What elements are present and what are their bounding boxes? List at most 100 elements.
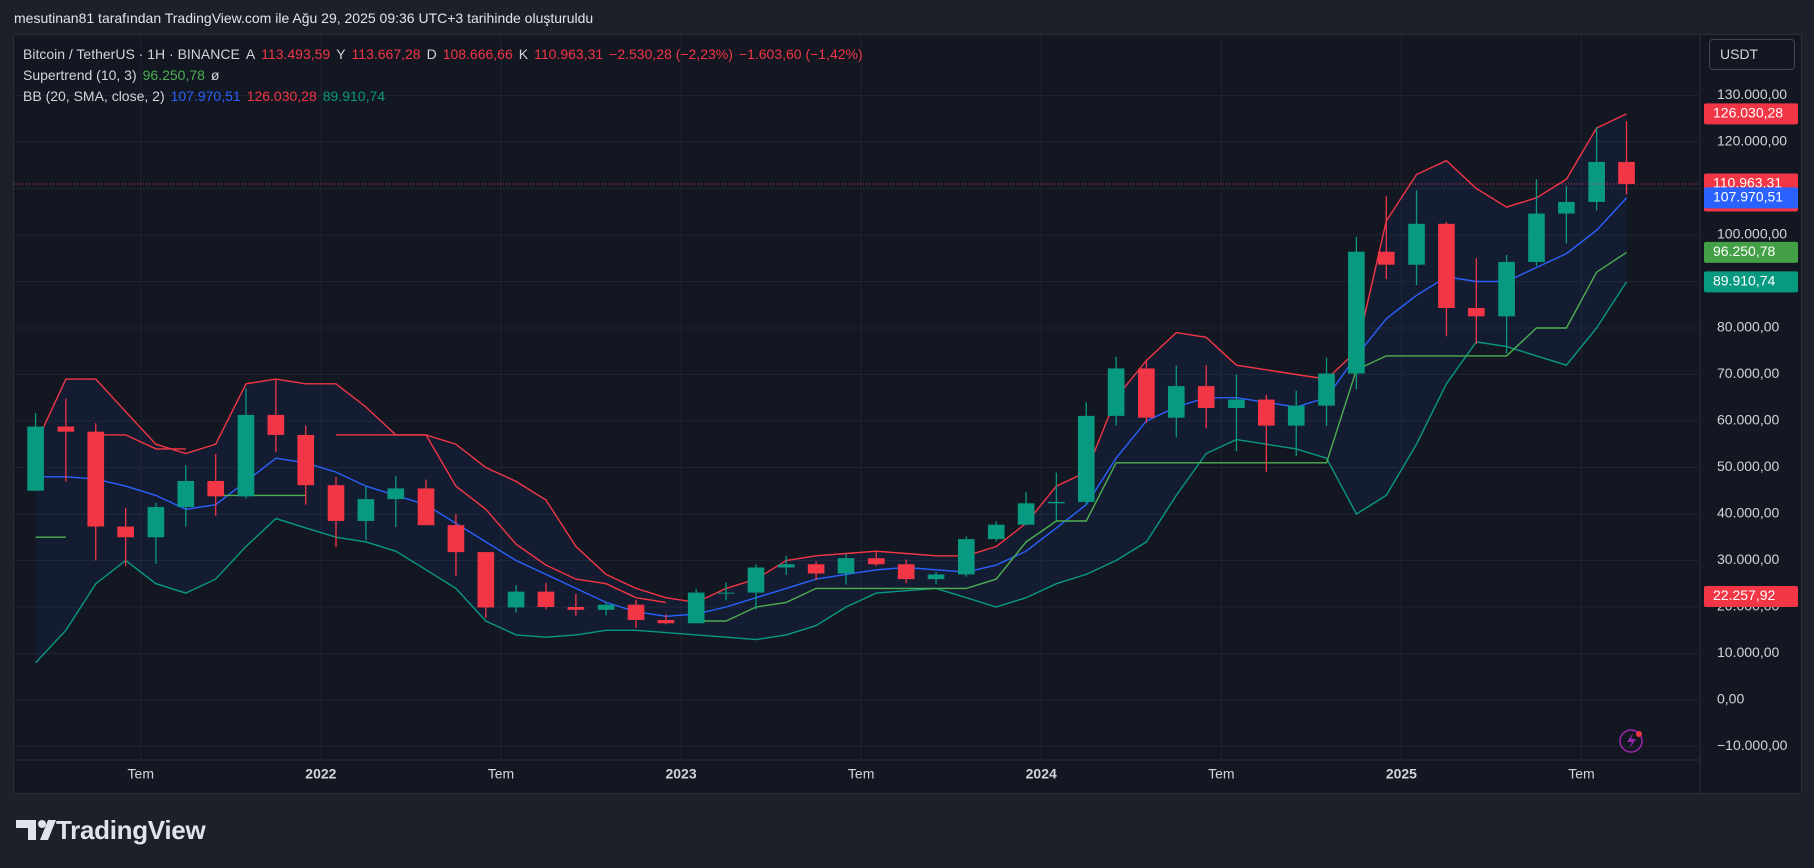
price-label: 107.970,51 [1713,189,1783,205]
candle-body [927,574,945,580]
y-tick-label: 130.000,00 [1717,86,1787,102]
bb-upper: 126.030,28 [246,88,317,104]
candle-body [1287,405,1305,426]
axes: 130.000,00120.000,00110.000,00100.000,00… [128,86,1798,782]
price-label-bg [1704,586,1798,608]
candle-body [477,552,495,608]
candle-body [507,591,525,608]
y-tick-label: 60.000,00 [1717,412,1779,428]
bb-middle: 107.970,51 [170,88,241,104]
candle-body [1528,213,1545,262]
y-tick-label: 70.000,00 [1717,365,1779,381]
candle-body [147,507,165,538]
candle-body [207,480,225,497]
candle-body [387,488,405,500]
x-tick-label: Tem [488,766,514,782]
candle-body [1558,201,1575,214]
candle-body [447,525,465,553]
candle-body [987,524,1005,540]
legend-row: Supertrend (10, 3) 96.250,78 ø [23,65,869,86]
legend: Bitcoin / TetherUS · 1H · BINANCE A 113.49… [23,44,869,107]
candle-body [537,591,555,608]
candle-body [867,558,885,565]
candle-body [1468,307,1485,317]
ohlc-value: 113.493,59 [261,46,331,62]
y-tick-label: 40.000,00 [1717,505,1779,521]
supertrend-label: Supertrend (10, 3) [23,67,137,83]
legend-row: BB (20, SMA, close, 2) 107.970,51 126.030,… [23,86,869,107]
x-tick-label: 2023 [665,766,696,782]
y-tick-label: 80.000,00 [1717,319,1779,335]
plot-area [14,35,1700,760]
candle-body [1017,503,1035,525]
candle-body [747,567,765,593]
y-tick-label: 100.000,00 [1717,226,1787,242]
candle-body [777,564,795,568]
candle-body [1048,501,1065,504]
ohlc-key: Y [336,46,346,62]
alert-dot [1636,731,1642,737]
alert-icon[interactable] [1619,729,1643,753]
x-tick-label: Tem [128,766,154,782]
brand-logo [16,820,56,840]
candle-body [1107,368,1125,416]
candle-body [807,564,825,574]
change-extended: −1.603,60 (−1,42%) [738,46,863,62]
candle-body [1228,399,1245,408]
candle-body [1318,373,1335,406]
currency-button[interactable]: USDT [1709,39,1795,70]
candle-body [897,564,915,580]
price-label-bg [1704,187,1798,209]
candle-body [87,431,105,527]
candle-body [1618,161,1635,184]
candle-body [1077,415,1095,502]
ohlc-value: 113.667,28 [351,46,421,62]
price-label: 89.910,74 [1713,273,1775,289]
candle-body [1408,223,1425,265]
legend-row: Bitcoin / TetherUS · 1H · BINANCE A 113.49… [23,44,869,65]
candle-body [267,414,285,435]
supertrend-down-line [95,434,667,604]
y-tick-label: 0,00 [1717,691,1744,707]
candle-body [1348,251,1365,374]
brand-logo-dot [38,820,46,828]
candle-body [1167,386,1185,418]
candle-body [357,499,375,521]
candle-body [1197,386,1215,408]
price-label: 126.030,28 [1713,105,1783,121]
price-label-bg [1704,241,1798,263]
candle-body [297,434,315,486]
candle-body [1138,368,1155,418]
ohlc-key: A [245,46,256,62]
candle-body [957,539,975,575]
price-label: 110.963,31 [1713,175,1782,191]
bb-lower-line [35,281,1628,664]
symbol: Bitcoin / TetherUS · 1H · BINANCE [23,46,240,62]
supertrend-extra: ø [210,67,220,83]
supertrend-up-line [35,251,1627,622]
chart-panel [13,34,1802,794]
candle-body [1377,251,1395,265]
price-label-bg [1704,103,1798,125]
attribution: mesutinan81 tarafından TradingView.com i… [14,10,594,26]
x-tick-label: Tem [848,766,874,782]
candle-body [567,607,585,610]
ohlc-value: 110.963,31 [534,46,604,62]
bb-lower: 89.910,74 [322,88,386,104]
candle-body [657,620,675,624]
brand: TradingView [56,815,206,845]
candle-body [117,526,134,538]
price-label: 96.250,78 [1713,243,1775,259]
candle-body [1498,261,1515,317]
candle-body [417,488,435,526]
price-label: 22.257,92 [1713,587,1775,603]
candle-body [27,426,44,491]
candle-body [627,604,645,621]
candle-body [1438,223,1455,308]
candle-body [597,604,615,610]
candle-body [837,558,855,574]
x-tick-label: Tem [1208,766,1234,782]
candle-body [327,485,345,521]
alert-bolt [1627,733,1636,749]
